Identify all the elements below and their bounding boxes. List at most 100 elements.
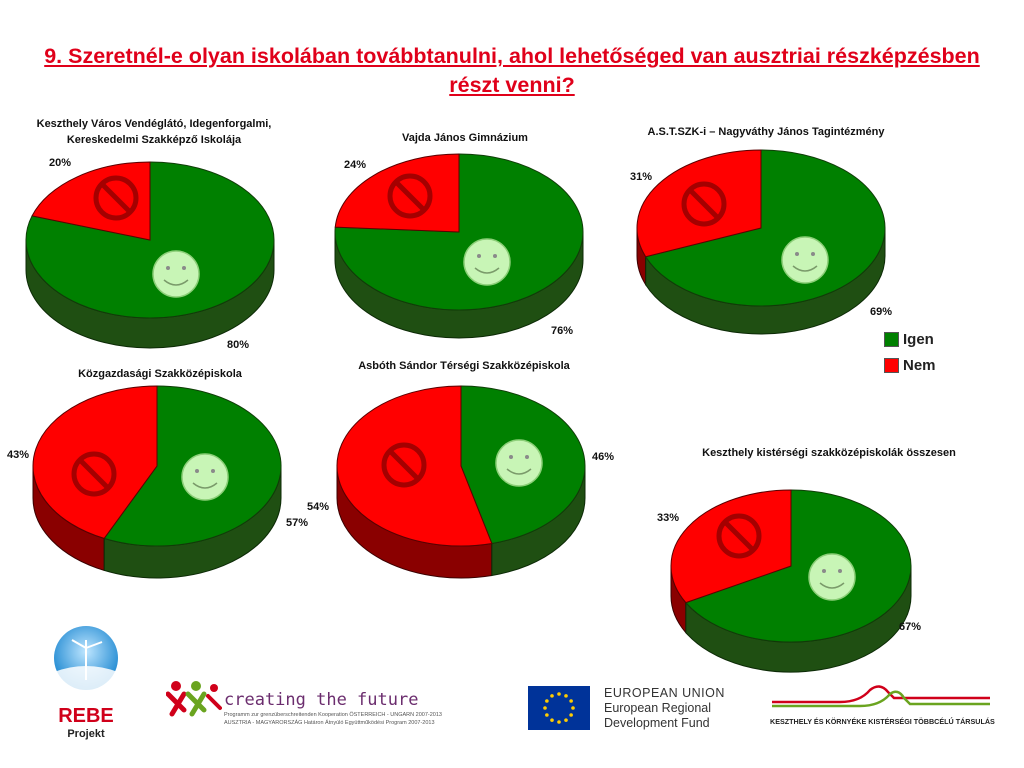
eu-logo: EUROPEAN UNION European Regional Develop… xyxy=(528,686,728,736)
pie-slice-nem xyxy=(32,385,158,539)
smiley-mouth xyxy=(792,265,818,272)
smiley-mouth xyxy=(506,468,532,475)
smiley-icon xyxy=(781,236,829,284)
pie-chart-4: Közgazdasági Szakközépiskola 43% 57% xyxy=(7,368,308,579)
chart-title: Vajda János Gimnázium xyxy=(402,132,528,144)
eu-star xyxy=(557,720,561,724)
chart-title: Kereskedelmi Szakképző Iskolája xyxy=(67,134,242,146)
keszthely-tarsulas-logo: KESZTHELY ÉS KÖRNYÉKE KISTÉRSÉGI TÖBBCÉL… xyxy=(770,680,995,732)
no-entry-icon xyxy=(681,181,727,227)
no-entry-icon xyxy=(93,175,139,221)
data-label-nem: 33% xyxy=(657,512,679,524)
no-entry-slash xyxy=(389,450,419,480)
smiley-icon xyxy=(152,250,200,298)
eu-star xyxy=(569,699,573,703)
no-entry-slash xyxy=(689,189,719,219)
legend-swatch-igen xyxy=(884,332,899,347)
eu-star xyxy=(571,706,575,710)
smiley-icon xyxy=(495,439,543,487)
legend-item-igen: Igen xyxy=(884,331,934,348)
pie-slice-nem xyxy=(670,489,792,604)
pie-chart-3: A.S.T.SZK-i – Nagyváthy János Tagintézmé… xyxy=(630,126,892,335)
chart-title: A.S.T.SZK-i – Nagyváthy János Tagintézmé… xyxy=(648,126,886,138)
legend-label-igen: Igen xyxy=(903,331,934,348)
pie-chart-2: Vajda János Gimnázium 24% 76% xyxy=(334,132,584,339)
rebe-logo: REBE Projekt xyxy=(50,620,122,740)
creating-subtitle-1: Programm zur grenzüberschreitenden Koope… xyxy=(224,712,442,718)
data-label-igen: 57% xyxy=(286,517,308,529)
eu-star xyxy=(550,718,554,722)
chart-title: Közgazdasági Szakközépiskola xyxy=(78,368,243,380)
smiley-icon xyxy=(181,453,229,501)
pie-slice-nem xyxy=(636,149,762,258)
smiley-mouth xyxy=(819,582,845,589)
smiley-eye-right xyxy=(211,469,215,473)
smiley-eye-left xyxy=(477,254,481,258)
no-entry-icon xyxy=(387,173,433,219)
smiley-eye-right xyxy=(811,252,815,256)
no-entry-slash xyxy=(79,459,109,489)
eu-star xyxy=(564,694,568,698)
smiley-mouth xyxy=(192,482,218,489)
eu-star xyxy=(569,713,573,717)
smiley-icon xyxy=(808,553,856,601)
pie-slice-igen xyxy=(684,489,912,643)
eu-line-2: European Regional xyxy=(604,701,712,715)
data-label-igen: 76% xyxy=(551,325,573,337)
rebe-subtitle: Projekt xyxy=(67,728,105,740)
eu-star xyxy=(564,718,568,722)
smiley-eye-left xyxy=(795,252,799,256)
smiley-eye-left xyxy=(166,266,170,270)
no-entry-slash xyxy=(101,183,131,213)
keszthely-tarsulas-text: KESZTHELY ÉS KÖRNYÉKE KISTÉRSÉGI TÖBBCÉL… xyxy=(770,717,995,726)
eu-star xyxy=(550,694,554,698)
data-label-nem: 43% xyxy=(7,449,29,461)
eu-line-1: EUROPEAN UNION xyxy=(604,686,725,700)
eu-star xyxy=(545,699,549,703)
data-label-igen: 46% xyxy=(592,451,614,463)
pie-chart-5: Asbóth Sándor Térségi Szakközépiskola 54%… xyxy=(307,360,614,579)
pie-slice-nem xyxy=(336,385,493,547)
pie-chart-1: Keszthely Város Vendéglátó, Idegenforgal… xyxy=(25,118,275,351)
data-label-nem: 24% xyxy=(344,159,366,171)
chart-title: Keszthely kistérségi szakközépiskolák ös… xyxy=(702,447,956,459)
creating-subtitle-2: AUSZTRIA - MAGYARORSZÁG Határon Átnyúló … xyxy=(224,720,435,726)
eu-flag-icon xyxy=(528,686,590,730)
rebe-sun-icon xyxy=(54,626,118,690)
data-label-igen: 69% xyxy=(870,306,892,318)
pie-slice-nem xyxy=(334,153,460,233)
no-entry-icon xyxy=(381,442,427,488)
hills-icon xyxy=(772,685,990,708)
creating-title: creating the future xyxy=(224,690,419,710)
smiley-icon xyxy=(463,238,511,286)
eu-star xyxy=(543,706,547,710)
people-icon xyxy=(166,681,222,717)
legend-item-nem: Nem xyxy=(884,357,936,374)
page-title: 9. Szeretnél-e olyan iskolában továbbtan… xyxy=(44,44,980,97)
data-label-nem: 54% xyxy=(307,501,329,513)
chart-title: Keszthely Város Vendéglátó, Idegenforgal… xyxy=(37,118,272,130)
smiley-eye-left xyxy=(509,455,513,459)
data-label-nem: 31% xyxy=(630,171,652,183)
eu-line-3: Development Fund xyxy=(604,716,710,730)
data-label-nem: 20% xyxy=(49,157,71,169)
smiley-mouth xyxy=(163,279,189,286)
smiley-eye-right xyxy=(182,266,186,270)
smiley-eye-right xyxy=(838,569,842,573)
legend-label-nem: Nem xyxy=(903,357,936,374)
no-entry-slash xyxy=(724,521,754,551)
smiley-eye-left xyxy=(822,569,826,573)
pie-slice-nem xyxy=(31,161,151,241)
data-label-igen: 80% xyxy=(227,339,249,351)
no-entry-slash xyxy=(395,181,425,211)
legend-swatch-nem xyxy=(884,358,899,373)
smiley-mouth xyxy=(474,267,500,274)
eu-star xyxy=(557,692,561,696)
no-entry-icon xyxy=(716,513,762,559)
smiley-eye-right xyxy=(493,254,497,258)
smiley-eye-right xyxy=(525,455,529,459)
eu-star xyxy=(545,713,549,717)
rebe-title: REBE xyxy=(58,705,114,727)
pie-chart-6: Keszthely kistérségi szakközépiskolák ös… xyxy=(657,447,956,673)
